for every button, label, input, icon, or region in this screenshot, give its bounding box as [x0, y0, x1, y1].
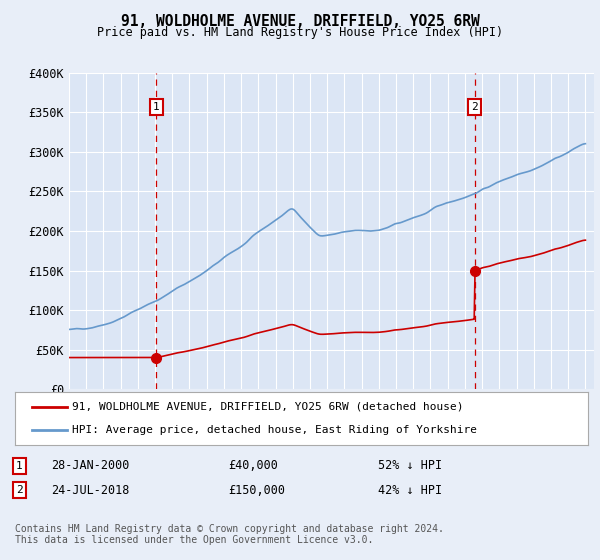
Text: £40,000: £40,000 — [228, 459, 278, 473]
Text: 2: 2 — [471, 102, 478, 112]
Text: 91, WOLDHOLME AVENUE, DRIFFIELD, YO25 6RW: 91, WOLDHOLME AVENUE, DRIFFIELD, YO25 6R… — [121, 14, 479, 29]
Text: 1: 1 — [16, 461, 23, 471]
Text: 42% ↓ HPI: 42% ↓ HPI — [378, 483, 442, 497]
Text: Price paid vs. HM Land Registry's House Price Index (HPI): Price paid vs. HM Land Registry's House … — [97, 26, 503, 39]
Text: 2: 2 — [16, 485, 23, 495]
Text: 91, WOLDHOLME AVENUE, DRIFFIELD, YO25 6RW (detached house): 91, WOLDHOLME AVENUE, DRIFFIELD, YO25 6R… — [73, 402, 464, 412]
Text: 52% ↓ HPI: 52% ↓ HPI — [378, 459, 442, 473]
Text: 1: 1 — [153, 102, 160, 112]
Text: HPI: Average price, detached house, East Riding of Yorkshire: HPI: Average price, detached house, East… — [73, 425, 478, 435]
Text: Contains HM Land Registry data © Crown copyright and database right 2024.
This d: Contains HM Land Registry data © Crown c… — [15, 524, 444, 545]
Text: £150,000: £150,000 — [228, 483, 285, 497]
Text: 28-JAN-2000: 28-JAN-2000 — [51, 459, 130, 473]
Text: 24-JUL-2018: 24-JUL-2018 — [51, 483, 130, 497]
